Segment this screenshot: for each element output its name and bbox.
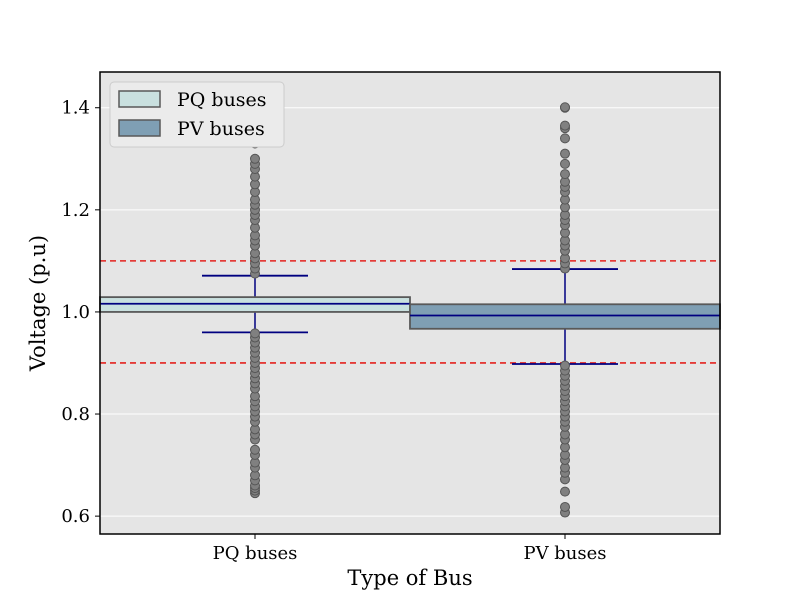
outlier-point [560,360,570,371]
legend-label-pv: PV buses [177,118,265,140]
legend-swatch-pv [118,119,161,137]
x-axis-label: Type of Bus [347,566,472,590]
x-tick-label: PV buses [523,543,606,564]
outlier-point [560,169,570,180]
legend-swatch-pq [118,90,161,108]
outliers [250,89,570,518]
outlier-point [250,328,260,339]
outlier-point [250,153,260,164]
outlier-point [560,501,570,512]
outlier-point [560,133,570,144]
legend: PQ buses PV buses [109,81,285,148]
x-tick-label: PQ buses [213,543,298,564]
legend-label-pq: PQ buses [177,89,267,111]
outlier-point [560,102,570,113]
y-tick-label: 0.8 [61,404,90,425]
outlier-point [250,444,260,455]
outlier-point [560,120,570,131]
y-tick-label: 0.6 [61,506,90,527]
outlier-point [560,486,570,497]
outlier-point [560,158,570,169]
axis-ticks: 0.6 0.8 1.0 1.2 1.4 PQ buses PV buses [61,98,606,564]
box-iqr [409,303,721,330]
outlier-point [560,148,570,159]
y-axis-label: Voltage (p.u) [26,235,50,372]
y-tick-label: 1.2 [61,200,90,221]
y-tick-label: 1.4 [61,98,90,119]
y-tick-label: 1.0 [61,302,90,323]
plot-area-frame [99,71,721,535]
reference-lines [100,260,720,364]
boxes [99,268,721,365]
